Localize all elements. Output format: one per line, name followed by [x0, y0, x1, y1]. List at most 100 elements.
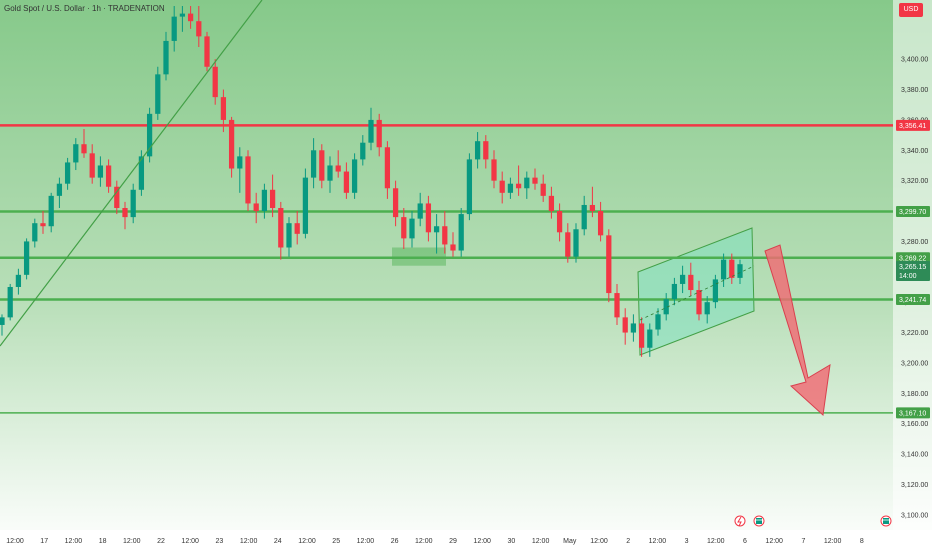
- candle: [360, 135, 366, 166]
- candle: [237, 147, 243, 193]
- rising-trendline[interactable]: [0, 0, 263, 347]
- candle-body: [286, 223, 292, 248]
- candle: [163, 31, 169, 81]
- candle: [114, 180, 120, 215]
- candle: [138, 150, 145, 196]
- candle-body: [7, 286, 13, 318]
- time-tick-label: 12:00: [240, 538, 258, 545]
- axis-layer: 3,400.003,380.003,360.003,340.003,320.00…: [6, 57, 930, 545]
- price-tick-label: 3,140.00: [901, 452, 928, 459]
- candle: [32, 218, 38, 248]
- price-tag[interactable]: 3,269.22: [896, 252, 930, 264]
- price-tick-label: 3,340.00: [901, 148, 928, 155]
- time-axis-panel[interactable]: [0, 530, 932, 550]
- candle: [712, 274, 719, 309]
- candle-body: [343, 171, 350, 193]
- candle-body: [368, 119, 374, 143]
- candle-body: [499, 180, 505, 193]
- candle-body: [597, 211, 604, 236]
- candle: [696, 280, 702, 321]
- candle-body: [548, 195, 555, 212]
- candle-body: [565, 232, 571, 257]
- price-tick-label: 3,180.00: [901, 391, 928, 398]
- candle-body: [335, 165, 341, 172]
- candle: [663, 293, 669, 321]
- candle: [376, 113, 382, 157]
- candle: [581, 195, 587, 236]
- lightning-icon[interactable]: [734, 515, 746, 527]
- candle: [614, 283, 620, 325]
- candle: [638, 317, 645, 357]
- candle-body: [573, 229, 579, 257]
- candle: [56, 177, 63, 209]
- price-tag[interactable]: 3,167.10: [896, 407, 930, 419]
- candle-body: [64, 162, 71, 184]
- time-tick-label: 12:00: [649, 538, 667, 545]
- candle: [204, 31, 210, 72]
- candle: [565, 223, 571, 263]
- candle-body: [220, 97, 227, 120]
- candle-body: [253, 203, 259, 212]
- time-tick-label: 12:00: [6, 538, 24, 545]
- candle-body: [737, 264, 743, 278]
- candle-body: [556, 211, 563, 233]
- time-tick-label: 12:00: [415, 538, 433, 545]
- time-tick-label: 3: [685, 538, 689, 545]
- candle-body: [532, 177, 538, 184]
- bearish-projection-arrow[interactable]: [764, 244, 831, 417]
- candle: [187, 6, 194, 29]
- candle-body: [179, 13, 186, 17]
- candle-body: [155, 74, 161, 114]
- time-tick-label: 26: [391, 538, 399, 545]
- time-tick-label: 12:00: [590, 538, 608, 545]
- price-tag-label: 3,167.10: [899, 410, 926, 417]
- candle: [384, 141, 391, 199]
- candle: [507, 177, 514, 199]
- price-tag[interactable]: 3,356.41: [896, 119, 930, 131]
- candle: [343, 162, 350, 199]
- candle: [81, 129, 87, 158]
- candle: [73, 138, 79, 171]
- time-tick-label: 12:00: [181, 538, 199, 545]
- price-tag[interactable]: 3,299.70: [896, 205, 930, 217]
- candle: [433, 214, 440, 254]
- current-price-tag[interactable]: 3,265.15 14:00: [896, 260, 930, 281]
- candle-body: [655, 314, 661, 330]
- candle-body: [401, 217, 407, 239]
- candle: [704, 296, 710, 324]
- candle-body: [302, 177, 309, 234]
- price-tag-bg: [896, 407, 930, 419]
- price-tag-label: 3,356.41: [899, 123, 926, 130]
- candle-body: [392, 188, 399, 218]
- price-tag[interactable]: 3,241.74: [896, 294, 930, 306]
- price-tag-bg: [896, 205, 930, 217]
- time-tick-label: 12:00: [65, 538, 83, 545]
- candle-body: [507, 183, 514, 193]
- price-tag-bg: [896, 252, 930, 264]
- price-tag-label: 3,299.70: [899, 209, 926, 216]
- candle: [23, 238, 30, 280]
- candle-body: [540, 183, 546, 196]
- price-tick-label: 3,280.00: [901, 239, 928, 246]
- candle-body: [688, 274, 694, 291]
- candle-body: [245, 156, 251, 204]
- candle-body: [319, 150, 325, 181]
- candle: [48, 192, 54, 233]
- candle: [122, 201, 128, 230]
- price-tag-label: 3,241.74: [899, 297, 926, 304]
- candle-body: [417, 203, 423, 219]
- price-tag-label: 3,269.22: [899, 255, 926, 262]
- calendar-flag-icon[interactable]: [880, 515, 892, 527]
- candle: [97, 156, 104, 187]
- candle: [466, 153, 473, 221]
- candle-body: [105, 165, 112, 187]
- candle-body: [442, 226, 448, 245]
- candle: [589, 186, 596, 218]
- candle-body: [614, 293, 620, 318]
- candle-body: [384, 147, 391, 189]
- candle: [417, 192, 423, 227]
- currency-badge[interactable]: USD: [899, 3, 923, 17]
- calendar-flag-icon[interactable]: [753, 515, 765, 527]
